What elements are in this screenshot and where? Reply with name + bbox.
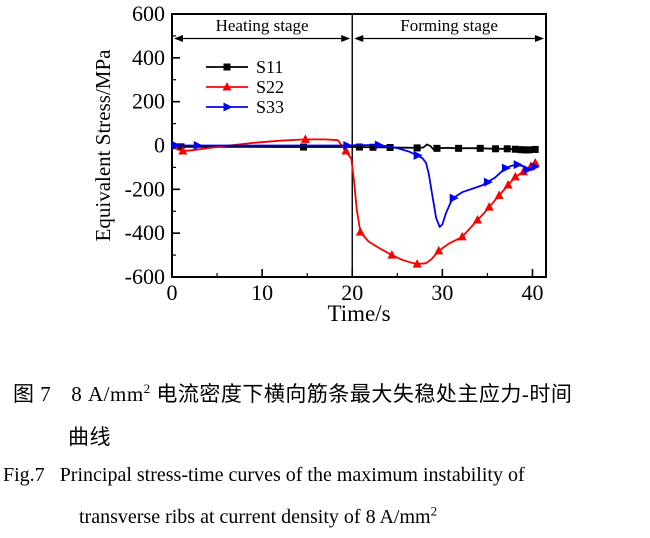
series-s33-marker [449,193,459,203]
series-s11-marker [503,145,511,153]
caption-en-line2-body: transverse ribs at current density of 8 … [79,506,431,528]
caption-en-body: Principal stress-time curves of the maxi… [59,464,525,486]
series-s22-marker [503,179,513,189]
caption-zh-body-before-sup: 8 A/mm [71,382,144,406]
series-s22-marker [300,134,310,143]
series-s33-marker [483,177,493,187]
series-s22-marker [518,166,528,176]
series-s22-marker [387,250,397,259]
y-tick-label: 0 [154,133,165,158]
caption-zh-body-after-sup: 电流密度下横向筋条最大失稳处主应力-时间 [150,382,573,406]
series-s33-marker [501,163,511,173]
series-s33-marker [374,140,384,150]
series-s11-marker [476,144,484,152]
series-s11-marker [223,63,231,71]
stress-time-chart: Heating stage Forming stage 0 10 20 30 40 600 40… [91,1,547,326]
series-s22-marker [473,215,483,224]
y-tick-label: 200 [132,89,165,114]
series-s11-marker [492,145,500,153]
y-tick-label: -400 [125,220,165,245]
caption-zh-line2: 曲线 [68,425,111,449]
caption-en-line2: transverse ribs at current density of 8 … [79,503,438,529]
stage-arrow-head-left-heating [174,35,183,42]
caption-zh-fig-label: 图 7 [13,382,52,406]
caption-zh-superscript: 2 [143,381,151,396]
series-s11-marker [525,146,533,154]
stage-arrow-head-right-forming [535,35,544,42]
series-s11-marker [517,146,525,154]
series-s11-marker [433,144,441,152]
series-s33-marker [530,162,540,172]
series-s11-marker [455,144,463,152]
caption-zh-line1: 图 7 8 A/mm2 电流密度下横向筋条最大失稳处主应力-时间 [13,378,572,408]
series-s33-marker [223,102,233,112]
series-s33-marker [172,141,182,150]
series-s22-marker [457,231,467,241]
series-s22-marker [222,82,232,91]
series-s22-marker [412,259,422,268]
y-tick-label: -200 [125,176,165,201]
stage-label-forming: Forming stage [400,16,498,35]
legend-label-s11: S11 [256,57,283,77]
x-axis-title: Time/s [327,301,390,326]
series-s22-marker [178,145,188,155]
series-s33-curve [172,144,535,228]
series-s11-marker [511,145,519,153]
caption-en-line1: Fig.7 Principal stress-time curves of the… [3,464,525,487]
legend-label-s22: S22 [256,77,284,97]
series-s33-marker [343,141,353,150]
x-tick-label: 20 [341,280,363,305]
y-tick-label: -600 [125,264,165,289]
stage-arrow-head-left-forming [354,35,364,42]
stage-arrow-head-right-heating [341,35,351,42]
series-s11-marker [521,146,529,154]
series-s33-marker [413,150,423,160]
series-s22-marker [355,227,365,236]
y-tick-label: 600 [132,1,165,26]
caption-en-fig-label: Fig.7 [3,464,45,486]
legend-label-s33: S33 [256,97,284,117]
x-tick-label: 0 [167,280,178,305]
x-tick-label: 30 [431,280,453,305]
series-s22-marker [510,171,520,181]
y-axis-title: Equivalent Stress/MPa [91,49,115,242]
series-s33-marker [193,141,203,150]
series-s11-marker [355,143,363,151]
series-s11-marker [531,145,539,153]
y-tick-label: 400 [132,45,165,70]
series-s11-marker [413,144,421,152]
series-s22-marker [341,145,351,155]
caption-en-superscript: 2 [430,503,438,519]
series-s22-marker [494,190,504,199]
x-tick-label: 40 [521,280,543,305]
series-s22-curve [171,138,536,266]
x-tick-label: 10 [251,280,273,305]
series-s11-marker [177,143,185,151]
series-s11-marker [300,143,308,151]
series-s22-marker [484,202,494,211]
series-s22-marker [434,245,444,255]
series-s11-marker [369,143,377,151]
series-s33-marker [513,160,523,170]
series-s33-marker [523,165,533,175]
stage-label-heating: Heating stage [216,16,309,35]
